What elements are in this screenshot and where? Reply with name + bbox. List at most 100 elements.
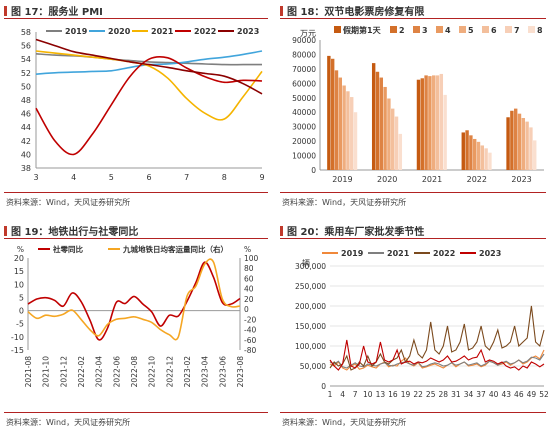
x-tick-label: 10 (363, 390, 373, 399)
y-tick-label: 44 (21, 123, 31, 132)
bar-2021-8 (443, 94, 447, 170)
legend-label-5: 5 (468, 26, 474, 35)
bar-2019-8 (353, 112, 358, 170)
x-tick-label: 49 (527, 390, 537, 399)
subway-retail-chart: % %-15-10-505101520-80-60-40-200204060801… (11, 244, 259, 388)
bar-2023-3 (513, 108, 518, 170)
chart17-source-rule (4, 192, 268, 193)
x-tick-label: 6 (146, 173, 151, 182)
bar-2022-5 (476, 141, 481, 170)
left-unit-label: % (17, 245, 24, 254)
y-tick-label: 10000 (292, 152, 316, 161)
legend-label-2022: 2022 (194, 27, 216, 36)
x-tick-label: 2022-12 (165, 356, 174, 388)
chart17-title: 图 17：服务业 PMI (4, 3, 103, 18)
x-tick-label: 7 (353, 390, 358, 399)
x-tick-label: 37 (476, 390, 486, 399)
x-tick-label: 46 (514, 390, 524, 399)
x-tick-label: 28 (439, 390, 449, 399)
bar-2021-6 (435, 75, 440, 170)
bar-2023-2 (510, 110, 514, 170)
legend-label-2019: 2019 (341, 249, 364, 258)
x-tick-label: 2022-04 (95, 356, 104, 388)
x-tick-label: 2023-02 (183, 356, 192, 388)
x-tick-label: 2020 (377, 175, 397, 184)
y-tick-label: 54 (21, 55, 31, 64)
chart20-title: 图 20：乘用车厂家批发季节性 (280, 223, 424, 238)
series-line-2019 (329, 349, 545, 371)
bar-2020-4 (383, 86, 387, 170)
y-tick-label: 40000 (292, 108, 316, 117)
legend-label-2023: 2023 (237, 27, 259, 36)
x-tick-label: 4 (71, 173, 76, 182)
y-tick-label: 50000 (292, 94, 316, 103)
y-tick-label: 60000 (292, 79, 316, 88)
series-line-2021 (329, 353, 545, 369)
y-tick-label: 90000 (292, 36, 316, 45)
chart17-title-text: 图 17：服务业 PMI (11, 7, 103, 18)
x-tick-label: 2022-08 (130, 356, 139, 388)
x-tick-label: 2022-10 (148, 356, 157, 388)
left-tick-label: -10 (11, 333, 24, 342)
y-tick-label: 30000 (292, 123, 316, 132)
x-tick-label: 2021 (422, 175, 442, 184)
legend-swatch-假期第1天 (334, 26, 341, 33)
legend-label-2019: 2019 (65, 27, 88, 36)
right-tick-label: 80 (244, 264, 254, 273)
left-tick-label: -5 (16, 320, 24, 329)
y-tick-label: 20000 (292, 137, 316, 146)
bar-2019-假期第1天 (327, 55, 331, 171)
bar-2019-5 (342, 85, 346, 170)
chart19-source-rule (4, 412, 268, 413)
x-tick-label: 34 (464, 390, 474, 399)
y-tick-label: 100,000 (295, 342, 326, 351)
x-tick-label: 7 (184, 173, 189, 182)
x-tick-label: 2021-12 (59, 356, 68, 388)
chart19-title-text: 图 19：地铁出行与社零同比 (11, 227, 139, 238)
x-tick-label: 2023-06 (218, 356, 227, 388)
chart20-source: 资料来源：Wind，天风证券研究所 (282, 418, 407, 427)
x-tick-label: 22 (413, 390, 423, 399)
series-line-2023 (35, 38, 263, 95)
bar-2021-4 (428, 76, 432, 170)
right-tick-label: -20 (244, 315, 256, 324)
y-tick-label: 56 (21, 42, 31, 51)
right-unit-label: % (244, 245, 251, 254)
bar-2021-7 (439, 73, 444, 170)
legend-label-2021: 2021 (151, 27, 174, 36)
chart19-title: 图 19：地铁出行与社零同比 (4, 223, 138, 238)
bar-2021-假期第1天 (416, 79, 421, 170)
bar-2020-2 (375, 71, 380, 170)
right-tick-label: -60 (244, 336, 256, 345)
legend-swatch-8 (528, 26, 535, 33)
chart18-source-rule (280, 192, 546, 193)
bar-2020-假期第1天 (371, 63, 376, 170)
right-tick-label: 100 (244, 254, 259, 263)
x-tick-label: 3 (33, 173, 38, 182)
legend-swatch-7 (505, 26, 512, 33)
y-tick-label: 38 (21, 164, 31, 173)
y-tick-label: 40 (21, 150, 31, 159)
bar-2019-4 (338, 77, 342, 170)
box-office-chart: 万元 0 10000 20000 30000 40000 50000 60000 70000 80… (292, 25, 544, 184)
bar-2022-4 (472, 138, 477, 170)
chart18-title: 图 18：双节电影票房修复有限 (280, 3, 424, 18)
x-tick-label: 13 (376, 390, 386, 399)
x-tick-label: 9 (259, 173, 264, 182)
car-wholesale-chart: 辆 0 50,000 100,000 150,000 200,000 250,000 300,… (295, 249, 549, 399)
bar-2023-6 (525, 121, 529, 170)
right-tick-label: 0 (244, 305, 249, 314)
chart17-title-rule (4, 18, 268, 19)
legend-label-8: 8 (537, 26, 543, 35)
x-tick-label: 5 (109, 173, 114, 182)
y-tick-label: 42 (21, 137, 31, 146)
x-tick-label: 2022-02 (77, 356, 86, 388)
y-tick-label: 52 (21, 69, 31, 78)
bar-2020-3 (379, 77, 383, 170)
left-tick-label: -15 (11, 346, 24, 355)
series-line-left (27, 261, 241, 341)
legend-swatch-2 (390, 26, 397, 33)
bar-2023-7 (529, 127, 533, 170)
